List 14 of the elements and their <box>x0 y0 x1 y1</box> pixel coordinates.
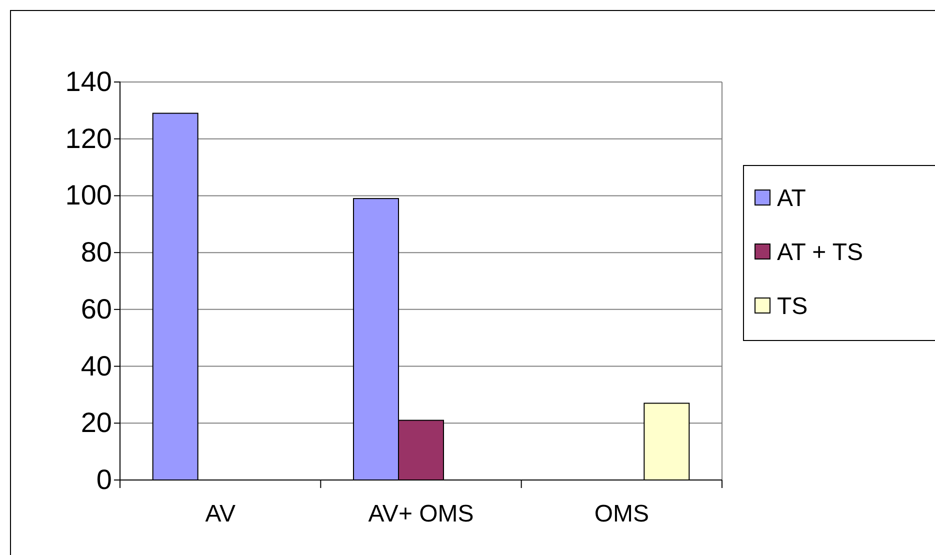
y-tick-label: 120 <box>65 122 112 154</box>
y-tick-label: 20 <box>80 407 112 438</box>
x-tick-label: AV <box>205 500 236 528</box>
y-tick-label: 100 <box>65 180 112 211</box>
legend-label: TS <box>777 293 808 320</box>
y-tick-label: 0 <box>96 464 112 495</box>
x-tick-label: OMS <box>594 500 650 528</box>
y-tick-label: 140 <box>65 66 112 97</box>
legend-label: AT <box>777 185 806 212</box>
legend-label: AT + TS <box>777 239 864 266</box>
y-tick-label: 60 <box>80 293 112 324</box>
x-tick-label: AV+ OMS <box>368 500 474 528</box>
y-tick-label: 80 <box>80 236 112 268</box>
y-tick-label: 40 <box>80 350 112 382</box>
